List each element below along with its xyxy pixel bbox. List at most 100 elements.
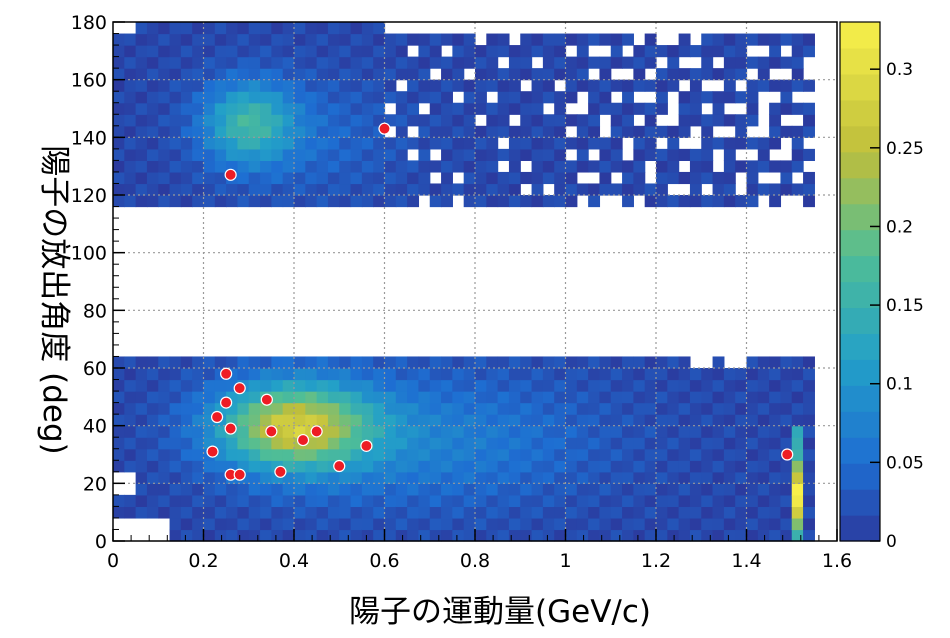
heatmap-cell — [237, 494, 250, 507]
heatmap-cell — [701, 137, 714, 150]
heatmap-cell — [542, 494, 555, 507]
heatmap-cell — [395, 195, 408, 208]
heatmap-cell — [475, 471, 487, 484]
heatmap-cell — [746, 171, 759, 185]
heatmap-cell — [610, 448, 623, 461]
heatmap-cell — [723, 160, 736, 173]
heatmap-cell — [158, 91, 171, 104]
heatmap-cell — [180, 483, 193, 496]
heatmap-cell — [350, 483, 363, 496]
heatmap-cell — [508, 148, 521, 161]
heatmap-cell — [486, 125, 499, 138]
heatmap-cell — [192, 391, 205, 404]
heatmap-cell — [791, 102, 804, 115]
heatmap-cell — [203, 506, 216, 519]
heatmap-cell — [712, 391, 725, 404]
heatmap-cell — [327, 529, 340, 542]
heatmap-cell — [452, 414, 465, 427]
heatmap-cell — [633, 448, 646, 461]
heatmap-cell — [701, 33, 714, 46]
heatmap-cell — [622, 125, 634, 138]
heatmap-cell — [565, 183, 578, 196]
heatmap-cell — [520, 171, 533, 185]
heatmap-cell — [588, 160, 601, 173]
heatmap-cell — [135, 379, 148, 392]
heatmap-cell — [656, 91, 668, 104]
x-tick-label: 1.2 — [641, 550, 671, 572]
heatmap-cell — [757, 414, 770, 427]
heatmap-cell — [508, 102, 521, 115]
heatmap-cell — [124, 356, 137, 369]
heatmap-cell — [542, 402, 555, 415]
heatmap-cell — [735, 448, 748, 461]
heatmap-cell — [486, 517, 499, 531]
heatmap-cell — [395, 494, 408, 507]
heatmap-cell — [565, 402, 578, 415]
heatmap-cell — [508, 425, 521, 438]
heatmap-cell — [610, 148, 623, 161]
heatmap-cell — [158, 391, 171, 404]
heatmap-cell — [339, 45, 352, 58]
heatmap-cell — [667, 356, 680, 369]
heatmap-cell — [757, 148, 770, 161]
heatmap-cell — [248, 448, 261, 461]
heatmap-cell — [610, 391, 623, 404]
heatmap-cell — [158, 494, 171, 507]
heatmap-cell — [429, 517, 442, 531]
heatmap-cell — [497, 33, 510, 46]
heatmap-cell — [689, 102, 702, 115]
heatmap-cell — [339, 195, 352, 208]
heatmap-cell — [271, 68, 284, 81]
heatmap-cell — [429, 183, 442, 196]
heatmap-cell — [146, 171, 159, 185]
heatmap-cell — [113, 195, 125, 208]
heatmap-cell — [520, 471, 533, 484]
heatmap-cell — [644, 529, 657, 542]
heatmap-cell — [169, 45, 182, 58]
heatmap-cell — [226, 494, 239, 507]
heatmap-cell — [271, 114, 284, 127]
heatmap-cell — [746, 494, 759, 507]
heatmap-cell — [260, 414, 272, 427]
event-point — [310, 425, 323, 438]
heatmap-cell — [203, 356, 216, 369]
heatmap-cell — [395, 183, 408, 196]
heatmap-cell — [135, 506, 148, 519]
heatmap-cell — [282, 379, 295, 392]
heatmap-cell — [113, 368, 125, 381]
heatmap-cell — [271, 56, 284, 69]
heatmap-cell — [237, 460, 250, 473]
heatmap-cell — [316, 506, 329, 519]
heatmap-cell — [757, 460, 770, 473]
heatmap-cell — [757, 494, 770, 507]
heatmap-cell — [689, 91, 702, 104]
heatmap-cell — [486, 529, 499, 542]
heatmap-cell — [565, 414, 578, 427]
heatmap-cell — [260, 506, 272, 519]
heatmap-cell — [305, 517, 318, 531]
heatmap-cell — [226, 529, 239, 542]
heatmap-cell — [486, 379, 499, 392]
heatmap-cell — [180, 425, 193, 438]
heatmap-cell — [803, 195, 815, 208]
heatmap-cell — [486, 148, 499, 161]
heatmap-cell — [282, 114, 295, 127]
heatmap-cell — [576, 79, 589, 92]
heatmap-cell — [441, 91, 453, 104]
heatmap-cell — [452, 471, 465, 484]
heatmap-cell — [135, 22, 148, 35]
heatmap-cell — [678, 368, 691, 381]
heatmap-cell — [305, 137, 318, 150]
heatmap-cell — [135, 494, 148, 507]
heatmap-cell — [780, 391, 793, 404]
heatmap-cell — [384, 33, 397, 46]
heatmap-cell — [689, 171, 702, 185]
heatmap-cell — [588, 56, 601, 69]
heatmap-cell — [294, 160, 306, 173]
heatmap-cell — [226, 114, 239, 127]
heatmap-cell — [667, 437, 680, 450]
heatmap-cell — [429, 56, 442, 69]
heatmap-cell — [192, 379, 205, 392]
heatmap-cell — [610, 45, 623, 58]
heatmap-cell — [214, 402, 227, 415]
